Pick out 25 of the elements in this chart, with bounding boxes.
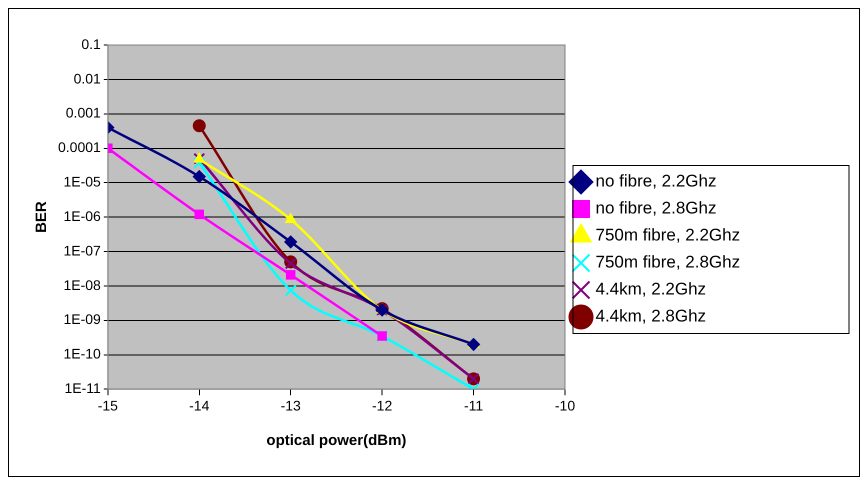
y-tick-label: 0.001 <box>66 104 102 121</box>
x-tick-label: -12 <box>372 397 392 414</box>
y-tick-label: 0.01 <box>74 70 102 86</box>
x-tick-label: -10 <box>554 397 576 414</box>
legend-label: 4.4km, 2.2Ghz <box>596 280 706 299</box>
x-tick-label: -13 <box>280 397 302 414</box>
legend-label: no fibre, 2.8Ghz <box>596 198 716 218</box>
y-tick-label: 1E-08 <box>63 276 102 293</box>
legend-label: 4.4km, 2.8Ghz <box>596 306 706 326</box>
legend-label: 750m fibre, 2.2Ghz <box>596 226 740 245</box>
y-tick-label: 1E-07 <box>63 242 102 258</box>
y-tick-label: 1E-06 <box>63 208 102 224</box>
legend-label: no fibre, 2.2Ghz <box>596 172 716 191</box>
x-tick-label: -11 <box>464 397 484 414</box>
y-tick-label: 1E-10 <box>63 346 102 362</box>
y-tick-label: 0.1 <box>81 36 102 52</box>
y-axis-title: BER <box>33 201 50 233</box>
y-tick-label: 0.0001 <box>58 139 102 156</box>
x-axis-title: optical power(dBm) <box>266 432 406 450</box>
x-tick-label: -15 <box>98 397 118 414</box>
legend-label: 750m fibre, 2.8Ghz <box>596 252 740 272</box>
y-tick-label: 1E-11 <box>64 380 102 396</box>
y-tick-label: 1E-09 <box>63 311 102 328</box>
x-tick-label: -14 <box>189 397 210 414</box>
y-tick-label: 1E-05 <box>63 174 102 190</box>
